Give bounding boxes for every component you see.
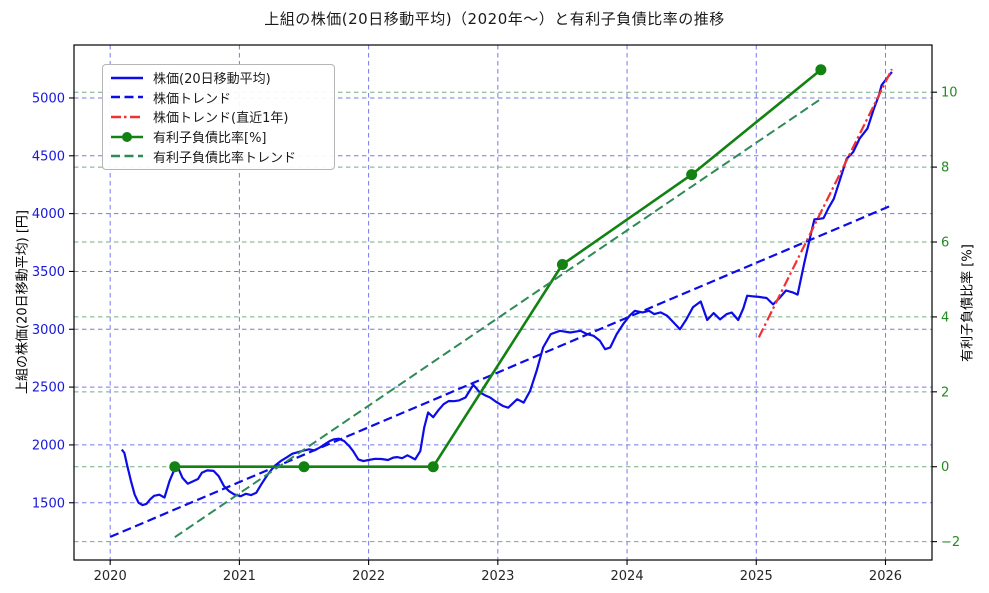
- svg-text:4500: 4500: [32, 149, 65, 164]
- data-point-marker: [298, 461, 310, 473]
- legend-item-price-ma: 株価(20日移動平均): [110, 68, 328, 88]
- legend-box: 株価(20日移動平均) 株価トレンド 株価トレンド(直近1年) 有利子負債比率[…: [102, 64, 335, 170]
- legend-sample-price-ma-line: [111, 76, 143, 79]
- series-line-0: [120, 71, 893, 507]
- legend-sample-price-trend-line: [111, 96, 143, 99]
- series-line-3: [174, 68, 822, 468]
- chart-title: 上組の株価(20日移動平均)（2020年〜）と有利子負債比率の推移: [264, 10, 725, 28]
- svg-text:2022: 2022: [352, 569, 385, 584]
- y-axis-label-right: 有利子負債比率 [%]: [960, 244, 976, 362]
- svg-text:−2: −2: [941, 535, 960, 550]
- svg-text:2024: 2024: [611, 569, 644, 584]
- data-point-marker: [169, 461, 181, 473]
- legend-sample-debt-ratio-trend-line: [111, 154, 143, 158]
- legend-label: 株価トレンド: [153, 91, 232, 107]
- svg-text:2021: 2021: [223, 569, 256, 584]
- series-line-2: [757, 68, 893, 338]
- gridlines: [74, 45, 932, 560]
- data-point-marker: [556, 258, 568, 270]
- legend-label: 株価(20日移動平均): [153, 72, 271, 88]
- legend-item-debt-ratio-trend: 有利子負債比率トレンド: [110, 146, 328, 166]
- svg-text:2000: 2000: [32, 438, 65, 453]
- legend-label: 有利子負債比率[%]: [153, 131, 267, 147]
- series-line-4: [174, 98, 822, 539]
- data-point-marker: [427, 461, 439, 473]
- axis-ticks: 2020 2021 2022 2023 2024 2025 2026150020002500…: [32, 86, 960, 584]
- svg-text:2: 2: [941, 385, 949, 400]
- legend-sample-price-trend-1y-line: [111, 115, 143, 119]
- legend-sample-debt-ratio-line: [111, 131, 143, 142]
- svg-text:2025: 2025: [740, 569, 773, 584]
- svg-text:1500: 1500: [32, 496, 65, 511]
- legend-item-price-trend-1y: 株価トレンド(直近1年): [110, 107, 328, 127]
- svg-text:3500: 3500: [32, 265, 65, 280]
- data-point-marker: [815, 64, 827, 76]
- plot-border: [73, 44, 933, 561]
- svg-text:6: 6: [941, 236, 949, 251]
- svg-text:2020: 2020: [94, 569, 127, 584]
- svg-text:8: 8: [941, 161, 949, 176]
- legend-item-price-trend: 株価トレンド: [110, 88, 328, 108]
- svg-text:0: 0: [941, 460, 949, 475]
- svg-text:2023: 2023: [481, 569, 514, 584]
- svg-text:4000: 4000: [32, 207, 65, 222]
- series-line-1: [109, 204, 893, 538]
- series: [109, 64, 893, 539]
- svg-text:4: 4: [941, 310, 949, 325]
- legend-item-debt-ratio: 有利子負債比率[%]: [110, 127, 328, 147]
- svg-text:2500: 2500: [32, 381, 65, 396]
- legend-label: 有利子負債比率トレンド: [153, 150, 297, 166]
- svg-text:10: 10: [941, 86, 958, 101]
- y-axis-label-left: 上組の株価(20日移動平均) [円]: [15, 210, 31, 394]
- data-point-marker: [686, 169, 698, 181]
- legend-label: 株価トレンド(直近1年): [153, 111, 289, 127]
- svg-text:3000: 3000: [32, 323, 65, 338]
- svg-text:2026: 2026: [869, 569, 902, 584]
- svg-text:5000: 5000: [32, 91, 65, 106]
